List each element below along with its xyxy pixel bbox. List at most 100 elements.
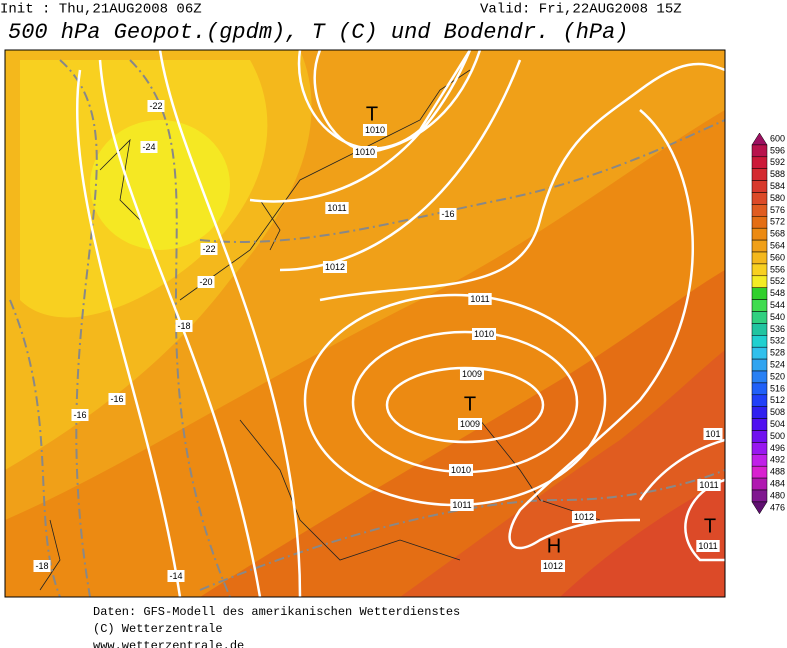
temperature-label-box [439,208,457,220]
colorbar-swatch [751,132,768,146]
pressure-label-box [322,261,348,273]
colorbar-label: 576 [770,205,785,215]
colorbar-label: 584 [770,181,785,191]
init-time: Init : Thu,21AUG2008 06Z [0,2,202,18]
colorbar-swatch [751,204,768,217]
colorbar-swatch [751,394,768,407]
colorbar-swatch [751,418,768,431]
pressure-label: 1010 [355,147,375,157]
pressure-label-box [325,202,349,214]
temperature-label: -22 [202,244,215,254]
temperature-label: -20 [199,277,212,287]
colorbar-label: 580 [770,193,785,203]
colorbar-label: 528 [770,348,785,358]
colorbar-swatch [751,168,768,181]
pressure-label-box [468,293,492,305]
colorbar-label: 488 [770,467,785,477]
pressure-center: H [547,535,561,557]
temperature-label-box [33,560,51,572]
colorbar-swatch [751,287,768,300]
colorbar-label: 540 [770,312,785,322]
pressure-center: T [366,103,378,125]
valid-time: Valid: Fri,22AUG2008 15Z [480,2,682,18]
pressure-label-box [571,511,597,523]
colorbar-label: 572 [770,217,785,227]
pressure-center: T [704,515,716,537]
pressure-label-box [450,499,474,511]
colorbar-swatch [751,156,768,169]
pressure-label: 1012 [543,561,563,571]
colorbar-label: 596 [770,145,785,155]
colorbar-label: 536 [770,324,785,334]
colorbar-swatch [751,144,768,158]
colorbar-swatch [751,311,768,324]
pressure-label: 1009 [462,369,482,379]
colorbar-label: 480 [770,490,785,500]
colorbar-swatch [751,358,768,372]
temperature-label: -14 [169,571,182,581]
colorbar-label: 552 [770,276,785,286]
pressure-label: 1010 [474,329,494,339]
pressure-label-box [471,328,497,340]
isobar [75,50,472,597]
temperature-label-box [200,243,218,255]
temperature-label-box [197,276,215,288]
colorbar-label: 516 [770,383,785,393]
footer-line: www.wetterzentrale.de [93,639,244,648]
colorbar-swatch [751,299,768,312]
temperature-label: -22 [149,101,162,111]
colorbar-label: 520 [770,371,785,381]
pressure-center: T [464,393,476,415]
pressure-label-box [459,368,485,380]
colorbar-swatch [751,239,768,253]
colorbar-swatch [751,382,768,396]
colorbar-label: 544 [770,300,785,310]
pressure-label: 1011 [452,500,471,510]
colorbar-swatch [751,454,768,467]
colorbar-label: 568 [770,229,785,239]
colorbar-swatch [751,192,768,205]
colorbar-label: 512 [770,395,785,405]
colorbar-swatch [751,477,768,491]
temperature-label: -18 [177,321,190,331]
colorbar-label: 476 [770,502,785,512]
colorbar-swatch [751,227,768,241]
temperature-label-box [167,570,185,582]
pressure-label: 1011 [698,541,717,551]
colorbar-label: 500 [770,431,785,441]
colorbar-swatch [751,180,768,193]
pressure-label-box [352,146,378,158]
colorbar-swatch [751,406,768,419]
map-frame [4,49,726,598]
colorbar-swatch [751,323,768,336]
temperature-label-box [71,409,89,421]
pressure-label-box [697,479,721,491]
temperature-label-box [108,393,126,405]
pressure-label: 1009 [460,419,480,429]
colorbar-swatch [751,275,768,288]
colorbar-swatch [751,442,768,455]
colorbar-label: 588 [770,169,785,179]
pressure-label: 1011 [699,480,718,490]
colorbar-label: 560 [770,252,785,262]
colorbar-label: 508 [770,407,785,417]
colorbar-swatch [751,489,768,503]
pressure-label: 1011 [470,294,489,304]
colorbar-label: 564 [770,240,785,250]
temperature-label-box [147,100,165,112]
map-title: 500 hPa Geopot.(gpdm), T (C) und Bodendr… [8,20,629,45]
temperature-label: -18 [35,561,48,571]
colorbar-label: 524 [770,359,785,369]
pressure-label: 1010 [451,465,471,475]
temperature-label: -24 [142,142,155,152]
colorbar-label: 548 [770,288,785,298]
pressure-label-box [696,540,720,552]
pressure-label: 101 [705,429,720,439]
colorbar-swatch [751,370,768,384]
colorbar-label: 556 [770,264,785,274]
field-580 [560,480,725,597]
pressure-label: 1011 [327,203,346,213]
temperature-contour [9,59,231,597]
pressure-label: 1012 [574,512,594,522]
colorbar-swatch [751,430,768,443]
